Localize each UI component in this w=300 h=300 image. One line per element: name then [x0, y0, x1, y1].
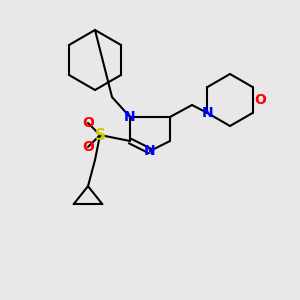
Text: S: S — [94, 128, 106, 142]
Text: N: N — [144, 144, 156, 158]
Text: O: O — [82, 140, 94, 154]
Text: O: O — [82, 116, 94, 130]
Text: N: N — [124, 110, 136, 124]
Text: O: O — [255, 93, 266, 107]
Text: N: N — [202, 106, 213, 120]
